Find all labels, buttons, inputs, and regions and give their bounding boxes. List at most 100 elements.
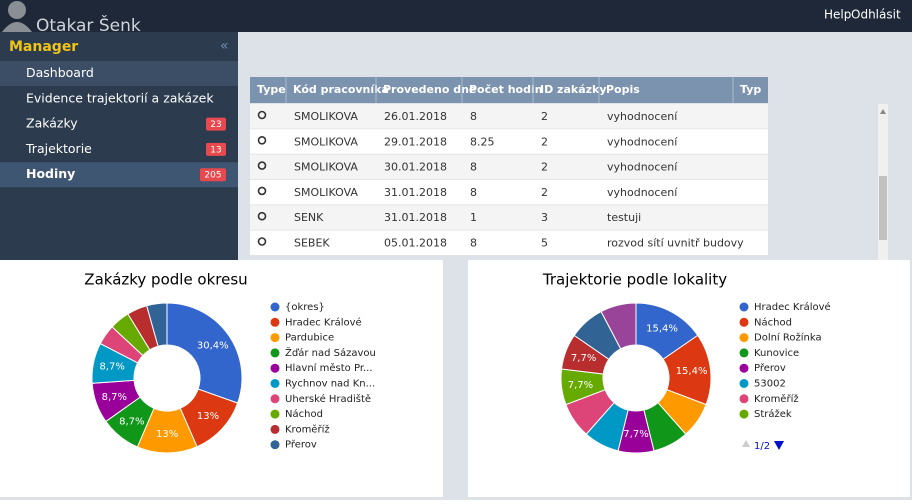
type-icon [257,186,267,196]
cell: 5 [541,237,548,250]
table-row[interactable] [250,179,768,205]
scroll-up[interactable] [880,109,886,114]
help-link[interactable]: Help [824,8,851,22]
cell: SMOLIKOVA [294,161,358,174]
legend-swatch [270,440,280,450]
cell: 05.01.2018 [384,237,447,250]
menu-item[interactable] [0,162,238,188]
badge-count: 13 [210,145,221,155]
badge-count: 205 [204,171,221,181]
scrollbar-thumb[interactable] [879,176,887,240]
table-row[interactable] [250,104,768,129]
legend-swatch [270,317,280,327]
legend-swatch [739,302,749,312]
menu-label[interactable]: Trajektorie [25,141,92,156]
slice-label: 7,7% [571,353,596,364]
avatar-head [8,1,26,19]
menu-label[interactable]: Evidence trajektorií a zakázek [26,90,214,105]
legend-label: Hradec Králové [754,301,831,313]
slice-label: 15,4% [676,366,708,377]
legend-label: Náchod [285,408,323,420]
legend-prev[interactable] [742,440,750,447]
cell: 2 [541,161,548,174]
column-header: Type [257,83,286,96]
legend-label: Náchod [754,316,792,328]
slice-label: 8,7% [102,392,127,403]
cell: testuji [607,211,641,224]
column-header: Počet hodin [469,83,543,96]
legend-swatch [270,424,280,434]
legend-swatch [270,333,280,343]
legend-label: 53002 [754,379,786,390]
column-header: Kód pracovníka [293,83,389,96]
cell: 2 [541,186,548,199]
legend-label: Kunovice [754,348,799,359]
legend-swatch [739,394,749,404]
cell: 8 [470,110,477,123]
slice-label: 7,7% [568,380,593,391]
cell: 8.25 [470,135,495,148]
legend-label: Přerov [754,362,786,374]
legend-label: Dolní Rožínka [754,332,822,344]
legend-label: Hradec Králové [285,316,362,328]
collapse-icon[interactable]: « [220,38,229,54]
cell: vyhodnocení [607,186,678,199]
slice-label: 13% [197,411,219,422]
table-row[interactable] [250,129,768,155]
menu-label[interactable]: Zakázky [26,116,78,131]
type-icon [257,161,267,170]
menu-label[interactable]: Dashboard [26,65,94,80]
table-row[interactable] [250,154,768,180]
table-row[interactable] [250,205,768,231]
legend-label: Hlavní město Pr... [285,362,373,374]
legend-swatch [270,394,280,404]
logout-link[interactable]: Odhlásit [851,8,901,22]
menu-item[interactable] [0,61,238,86]
legend-next[interactable] [774,441,784,450]
legend-swatch [739,409,749,419]
table-row[interactable] [250,230,768,256]
column-header: Typ [740,83,761,96]
sidebar-title: Manager [9,39,78,55]
slice-label: 7,7% [623,429,648,440]
cell: 8 [470,186,477,199]
cell: 31.01.2018 [384,186,447,199]
cell: SMOLIKOVA [294,186,358,199]
menu-item[interactable] [0,111,238,137]
cell: 1 [470,211,477,224]
badge [200,168,226,182]
table-header [250,77,768,103]
cell: rozvod sítí uvnitř budovy [607,237,744,250]
menu-item[interactable] [0,86,238,112]
menu-label[interactable]: Hodiny [26,166,75,181]
pie-slice [166,302,243,404]
cell: vyhodnocení [607,135,678,148]
pie-slice [146,302,168,347]
legend-label: Rychnov nad Kn... [285,379,375,390]
column-header: Popis [606,83,640,96]
legend-swatch [270,409,280,419]
type-icon [257,110,267,120]
slice-label: 30,4% [197,341,229,352]
legend-label: Kroměříž [285,423,330,435]
cell: 8 [470,161,477,174]
legend-label: Strážek [754,408,792,420]
cell: 31.01.2018 [384,211,447,224]
slice-label: 8,7% [99,362,124,373]
legend-swatch [270,363,280,373]
legend-label: Uherské Hradiště [285,393,371,405]
legend-swatch [739,348,749,358]
legend-label: {okres} [285,302,325,313]
type-icon [257,211,267,221]
legend-swatch [270,302,280,312]
type-icon [257,136,267,145]
cell: 29.01.2018 [384,135,447,148]
badge [206,142,226,156]
legend-label: Pardubice [285,333,334,344]
column-header: ID zakázky [540,83,607,96]
legend-swatch [739,333,749,343]
chart-title: Trajektorie podle lokality [542,271,727,289]
menu-item[interactable] [0,136,238,162]
type-icon [257,237,267,246]
